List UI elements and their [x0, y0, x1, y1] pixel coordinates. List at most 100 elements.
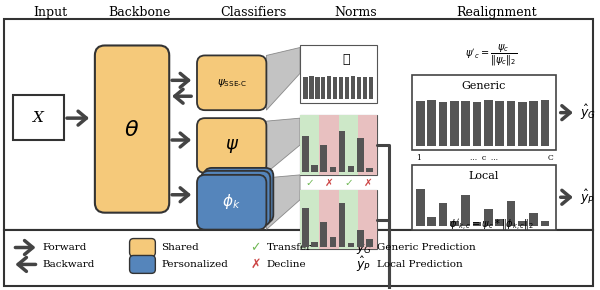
FancyBboxPatch shape — [130, 255, 155, 273]
Bar — [13, 95, 64, 140]
FancyBboxPatch shape — [197, 118, 266, 173]
Text: Transfer: Transfer — [266, 243, 311, 252]
Bar — [416, 101, 425, 146]
Bar — [311, 242, 318, 246]
Bar — [484, 209, 493, 226]
Bar — [439, 203, 448, 226]
Bar — [309, 76, 314, 99]
Bar — [358, 190, 377, 249]
Text: ✗: ✗ — [325, 178, 334, 188]
Bar — [461, 195, 470, 226]
Bar — [518, 221, 527, 226]
Text: $\hat{y}_G$: $\hat{y}_G$ — [580, 103, 596, 122]
Text: Norms: Norms — [334, 6, 377, 19]
Text: ✗: ✗ — [364, 178, 372, 188]
Text: ✓: ✓ — [305, 178, 314, 188]
Bar — [461, 101, 470, 146]
Text: Local: Local — [469, 171, 499, 181]
Bar — [300, 190, 319, 249]
Bar — [506, 101, 515, 146]
Text: $\psi$: $\psi$ — [224, 137, 239, 155]
Text: $\hat{y}_P$: $\hat{y}_P$ — [356, 255, 371, 274]
Bar — [345, 77, 349, 99]
Bar — [416, 188, 425, 226]
Text: Personalized: Personalized — [161, 260, 228, 269]
Bar — [357, 230, 364, 246]
Text: $\theta$: $\theta$ — [124, 119, 139, 141]
Text: Forward: Forward — [43, 243, 87, 252]
Bar — [339, 203, 346, 246]
Bar — [315, 77, 320, 99]
Bar — [327, 76, 331, 99]
Bar — [320, 222, 327, 246]
Bar — [350, 76, 355, 99]
Bar — [300, 46, 377, 103]
Text: C: C — [548, 154, 554, 162]
Bar — [366, 239, 373, 246]
Bar — [357, 138, 364, 172]
FancyBboxPatch shape — [197, 55, 266, 110]
Bar — [450, 222, 459, 226]
Text: $\hat{y}_P$: $\hat{y}_P$ — [580, 188, 595, 207]
Bar — [358, 115, 377, 175]
Bar — [541, 100, 549, 146]
Text: Backbone: Backbone — [109, 6, 170, 19]
Text: Backward: Backward — [43, 260, 95, 269]
Bar — [300, 115, 377, 175]
Bar — [333, 77, 337, 99]
FancyBboxPatch shape — [95, 46, 169, 213]
Text: 📌: 📌 — [343, 53, 350, 66]
Bar — [302, 208, 308, 246]
Polygon shape — [266, 118, 300, 173]
Bar — [319, 190, 339, 249]
Bar — [4, 230, 593, 286]
Bar — [339, 190, 358, 249]
Bar — [473, 102, 481, 146]
Text: Generic Prediction: Generic Prediction — [377, 243, 476, 252]
Bar — [368, 77, 373, 99]
Bar — [329, 237, 336, 246]
FancyBboxPatch shape — [197, 175, 266, 230]
Bar — [529, 213, 538, 226]
Bar — [348, 243, 355, 246]
Polygon shape — [266, 48, 300, 110]
Bar — [506, 201, 515, 226]
Text: 1: 1 — [416, 154, 421, 162]
Bar — [496, 220, 504, 226]
Bar — [412, 75, 556, 150]
Bar — [473, 222, 481, 226]
Bar — [412, 165, 556, 230]
Bar — [319, 115, 339, 175]
Bar — [4, 19, 593, 230]
Bar — [300, 115, 319, 175]
Text: ✗: ✗ — [250, 258, 261, 271]
Bar — [311, 165, 318, 172]
Text: $\psi_{\mathrm{SSE\text{-}C}}$: $\psi_{\mathrm{SSE\text{-}C}}$ — [217, 77, 247, 89]
Text: $\psi'_c = \dfrac{\psi_c}{\|\psi_c\|_2}$: $\psi'_c = \dfrac{\psi_c}{\|\psi_c\|_2}$ — [466, 43, 518, 68]
Bar — [320, 145, 327, 172]
FancyBboxPatch shape — [201, 171, 271, 226]
Bar — [302, 136, 308, 172]
Bar — [366, 168, 373, 172]
Text: $\hat{y}_G$: $\hat{y}_G$ — [356, 238, 372, 257]
Bar — [362, 77, 367, 99]
Bar — [356, 77, 361, 99]
Text: Input: Input — [33, 6, 67, 19]
Bar — [339, 77, 343, 99]
Text: Realignment: Realignment — [456, 6, 537, 19]
FancyBboxPatch shape — [130, 239, 155, 256]
Bar — [339, 131, 346, 172]
Bar — [529, 101, 538, 146]
Bar — [450, 101, 459, 146]
Text: ...  c  ...: ... c ... — [470, 154, 498, 162]
Text: Decline: Decline — [266, 260, 306, 269]
Bar — [427, 100, 436, 146]
Text: $\phi'_{k,c} = \psi_c * \|\phi_{k,c}\|_2$: $\phi'_{k,c} = \psi_c * \|\phi_{k,c}\|_2… — [449, 217, 534, 232]
Bar — [303, 77, 308, 99]
Text: Classifiers: Classifiers — [220, 6, 287, 19]
Text: $\phi_k$: $\phi_k$ — [223, 192, 241, 211]
Bar — [439, 102, 448, 146]
Bar — [518, 102, 527, 146]
Bar — [348, 166, 355, 172]
Text: ✓: ✓ — [344, 178, 353, 188]
